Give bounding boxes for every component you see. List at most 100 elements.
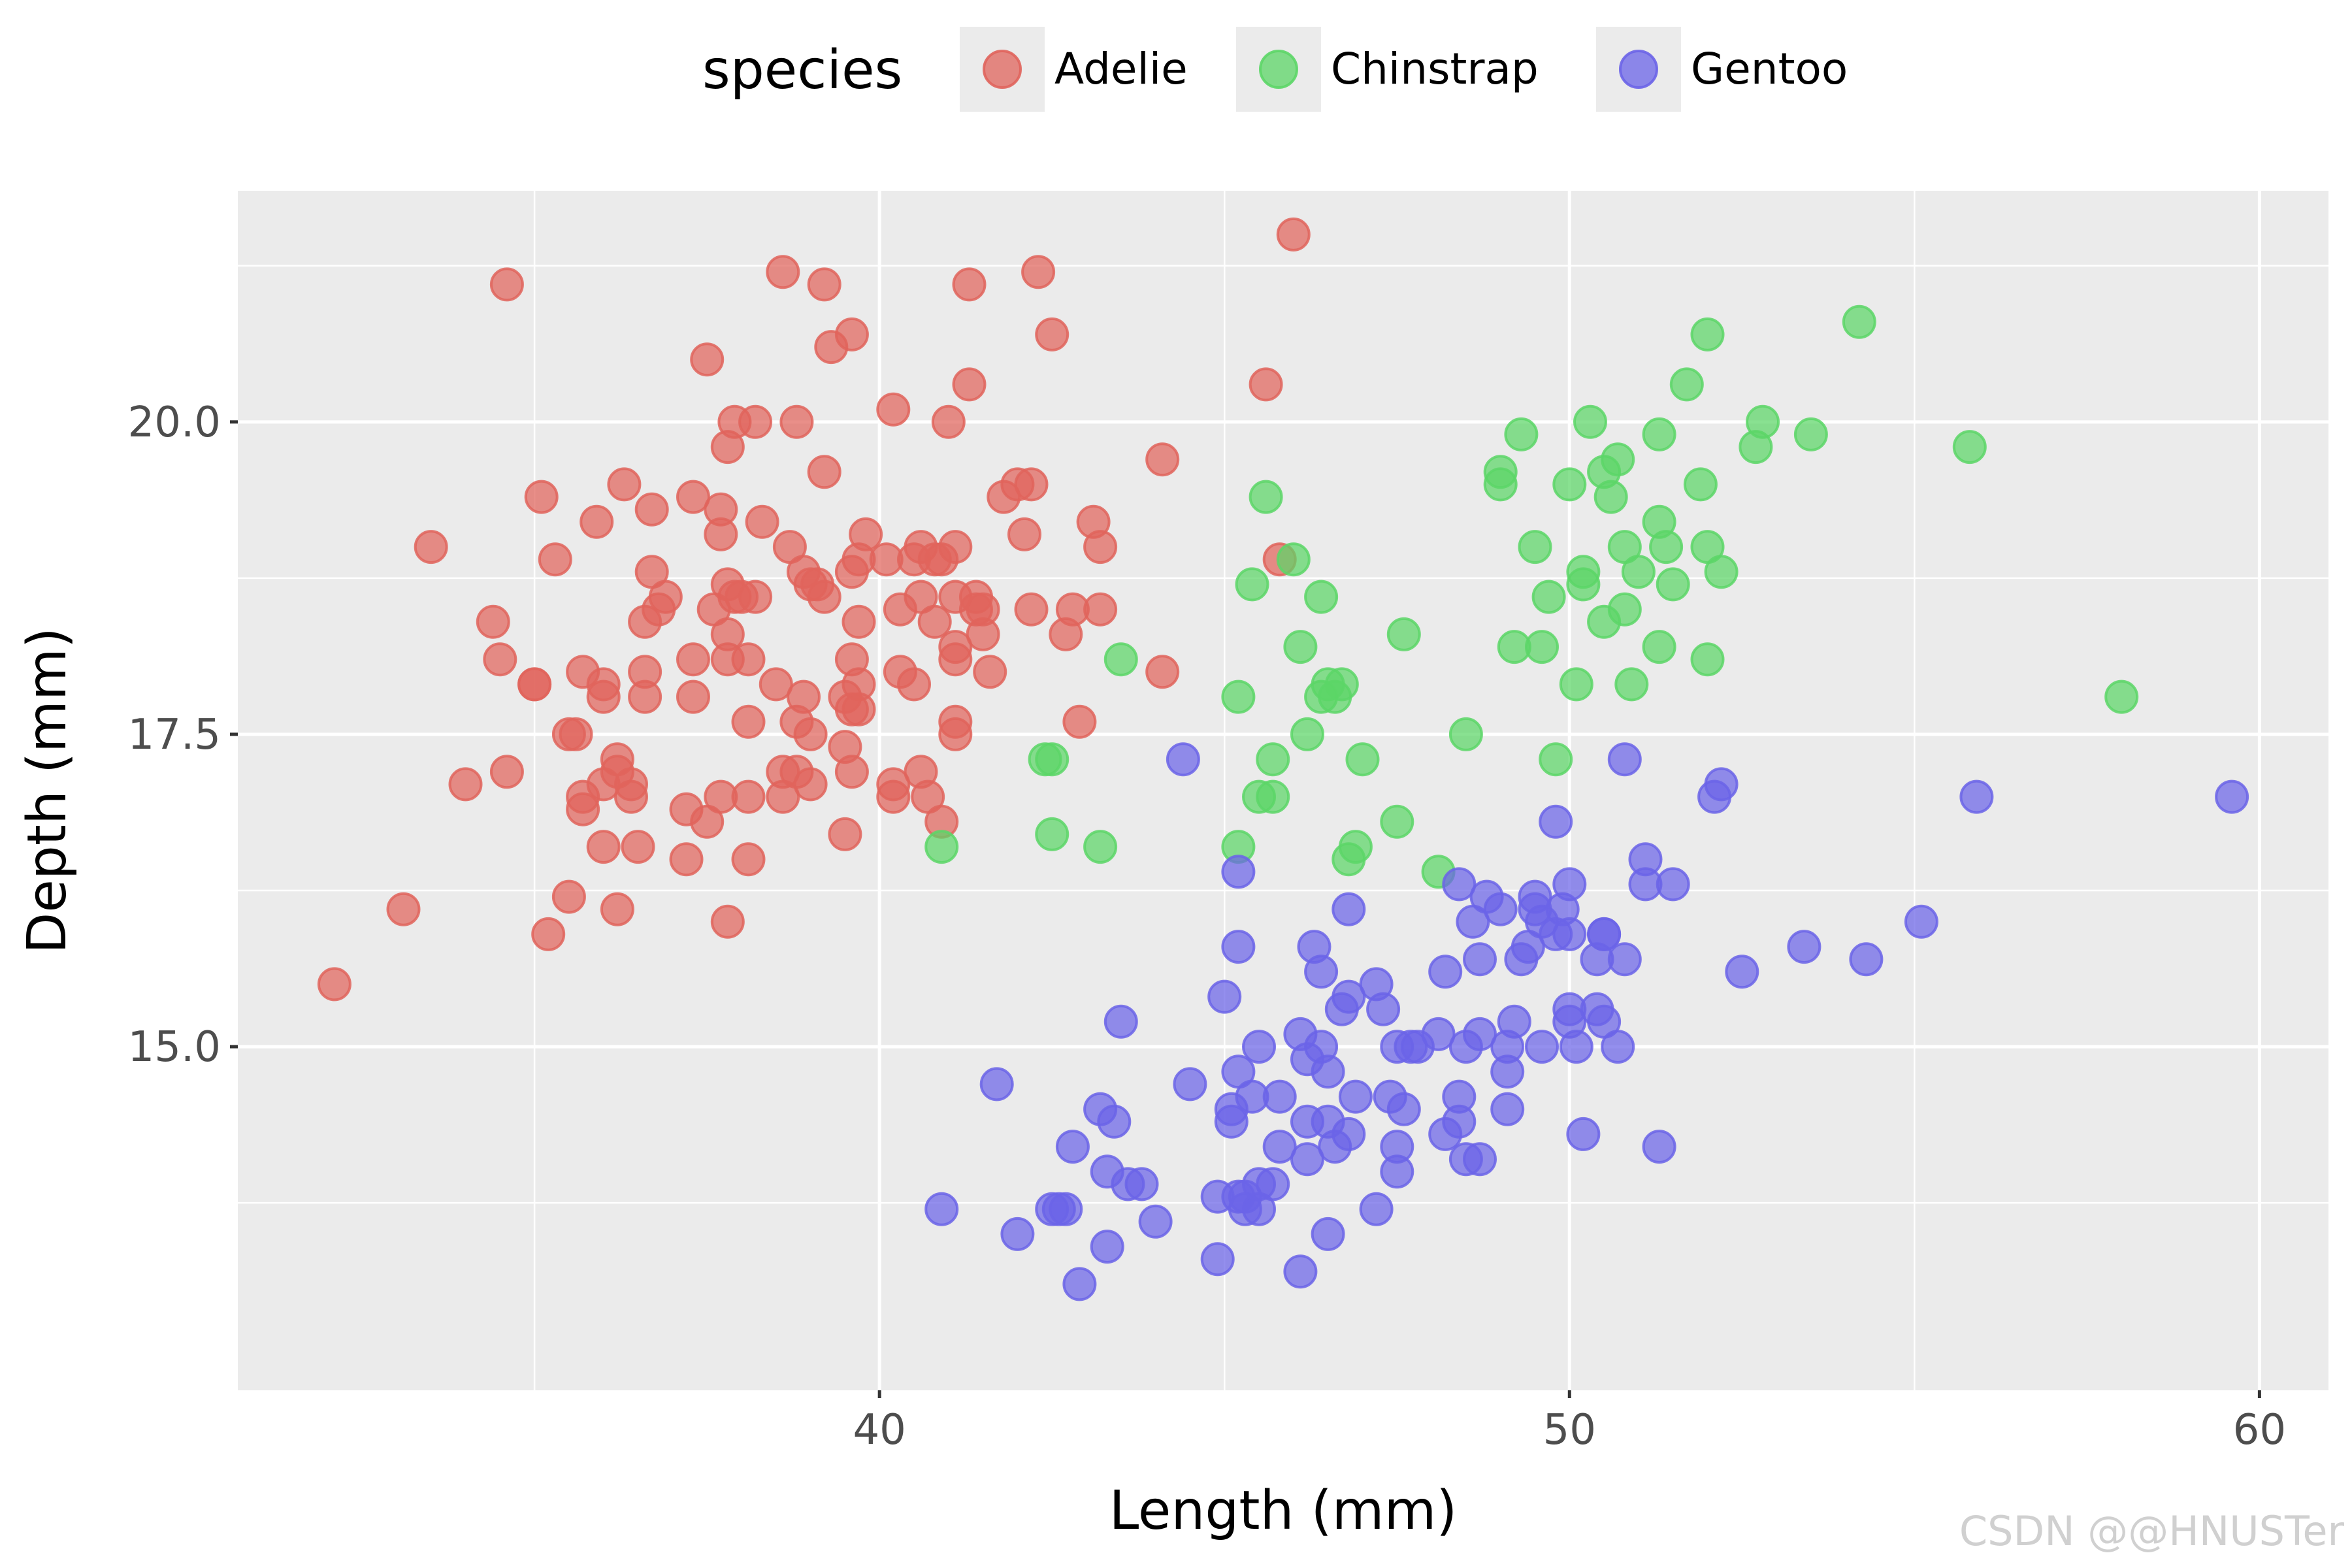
data-point-gentoo [1221, 855, 1256, 889]
data-point-chinstrap [1276, 542, 1311, 577]
data-point-gentoo [1242, 1030, 1276, 1064]
data-point-chinstrap [1531, 580, 1566, 614]
data-point-adelie [841, 692, 876, 727]
data-point-gentoo [1311, 1054, 1345, 1089]
data-point-adelie [731, 642, 766, 677]
data-point-adelie [531, 917, 566, 951]
data-point-gentoo [1587, 917, 1622, 951]
data-point-gentoo [1331, 1117, 1366, 1151]
data-point-chinstrap [1035, 742, 1070, 777]
series-gentoo [924, 742, 2249, 1301]
data-point-gentoo [1552, 917, 1587, 951]
data-point-gentoo [979, 1067, 1014, 1102]
data-point-gentoo [1207, 979, 1242, 1014]
data-point-adelie [938, 704, 973, 739]
series-adelie [317, 217, 1311, 1002]
legend-label-adelie: Adelie [1054, 44, 1188, 94]
data-point-adelie [738, 404, 773, 439]
data-point-gentoo [1380, 1130, 1414, 1164]
data-point-chinstrap [1380, 804, 1414, 839]
data-point-adelie [759, 667, 793, 702]
legend-item-gentoo: Gentoo [1596, 27, 1848, 112]
legend-key-adelie [984, 51, 1021, 88]
data-point-chinstrap [924, 830, 959, 864]
data-point-gentoo [1628, 842, 1663, 877]
data-point-adelie [1276, 217, 1311, 252]
data-point-adelie [538, 542, 572, 577]
data-point-gentoo [1049, 1192, 1083, 1226]
data-point-chinstrap [1656, 567, 1690, 602]
data-point-adelie [1014, 592, 1049, 627]
data-point-gentoo [1359, 1192, 1394, 1226]
data-point-gentoo [1442, 867, 1477, 902]
data-point-adelie [317, 967, 351, 1002]
data-point-gentoo [1601, 1030, 1635, 1064]
x-axis-title: Length (mm) [1109, 1480, 1458, 1542]
data-point-gentoo [1000, 1217, 1035, 1251]
data-point-gentoo [1090, 1230, 1124, 1264]
data-point-chinstrap [1448, 717, 1483, 751]
data-point-chinstrap [1793, 417, 1828, 451]
data-point-adelie [710, 904, 745, 939]
data-point-adelie [917, 604, 952, 639]
data-point-chinstrap [1690, 317, 1725, 351]
data-point-adelie [648, 580, 683, 614]
legend-key-adelie-stroke [983, 50, 1022, 89]
data-point-adelie [952, 267, 987, 302]
data-point-gentoo [1124, 1167, 1159, 1201]
data-point-chinstrap [1035, 817, 1070, 851]
data-point-adelie [414, 530, 448, 564]
data-point-chinstrap [1601, 442, 1635, 477]
data-point-chinstrap [1283, 630, 1318, 664]
data-point-gentoo [1138, 1204, 1173, 1239]
data-point-adelie [710, 617, 745, 651]
data-point-adelie [690, 342, 725, 377]
data-point-gentoo [1428, 955, 1463, 989]
watermark: CSDN @@HNUSTer [1959, 1507, 2345, 1555]
data-point-gentoo [1642, 1130, 1676, 1164]
data-point-gentoo [1704, 767, 1739, 802]
data-point-adelie [807, 580, 841, 614]
data-point-gentoo [924, 1192, 959, 1226]
data-point-adelie [1007, 517, 1041, 551]
data-point-adelie [828, 817, 862, 851]
data-point-adelie [731, 779, 766, 814]
data-point-gentoo [2215, 779, 2249, 814]
data-point-gentoo [1552, 867, 1587, 902]
data-point-adelie [779, 404, 814, 439]
data-point-adelie [1035, 317, 1070, 351]
data-point-adelie [586, 830, 621, 864]
data-point-gentoo [1787, 930, 1821, 964]
data-point-adelie [834, 317, 869, 351]
data-point-gentoo [1725, 955, 1759, 989]
data-point-gentoo [1221, 930, 1256, 964]
data-point-chinstrap [1746, 404, 1780, 439]
x-tick-label: 40 [853, 1406, 906, 1454]
y-axis-title: Depth (mm) [16, 627, 78, 954]
data-point-chinstrap [1614, 667, 1649, 702]
data-point-adelie [745, 504, 779, 539]
data-point-gentoo [1366, 992, 1401, 1026]
data-point-chinstrap [1559, 667, 1593, 702]
data-point-chinstrap [1566, 555, 1601, 589]
data-point-adelie [669, 842, 704, 877]
data-point-chinstrap [1573, 404, 1607, 439]
data-point-chinstrap [1221, 679, 1256, 714]
legend: species Adelie Chinstrap Gentoo [702, 27, 1848, 112]
legend-key-chinstrap [1260, 51, 1297, 88]
data-point-adelie [876, 767, 911, 802]
data-point-gentoo [1559, 1030, 1593, 1064]
data-point-adelie [1083, 592, 1118, 627]
data-point-chinstrap [1256, 742, 1290, 777]
legend-key-chinstrap-stroke [1259, 50, 1298, 89]
data-point-adelie [517, 667, 552, 702]
data-point-gentoo [1497, 1004, 1531, 1039]
data-point-gentoo [1483, 892, 1518, 926]
y-tick-label: 17.5 [128, 711, 221, 759]
legend-label-gentoo: Gentoo [1691, 44, 1848, 94]
legend-key-gentoo [1620, 51, 1657, 88]
data-point-gentoo [1262, 1130, 1297, 1164]
data-point-adelie [931, 404, 966, 439]
legend-title: species [702, 39, 902, 101]
data-point-adelie [614, 767, 648, 802]
